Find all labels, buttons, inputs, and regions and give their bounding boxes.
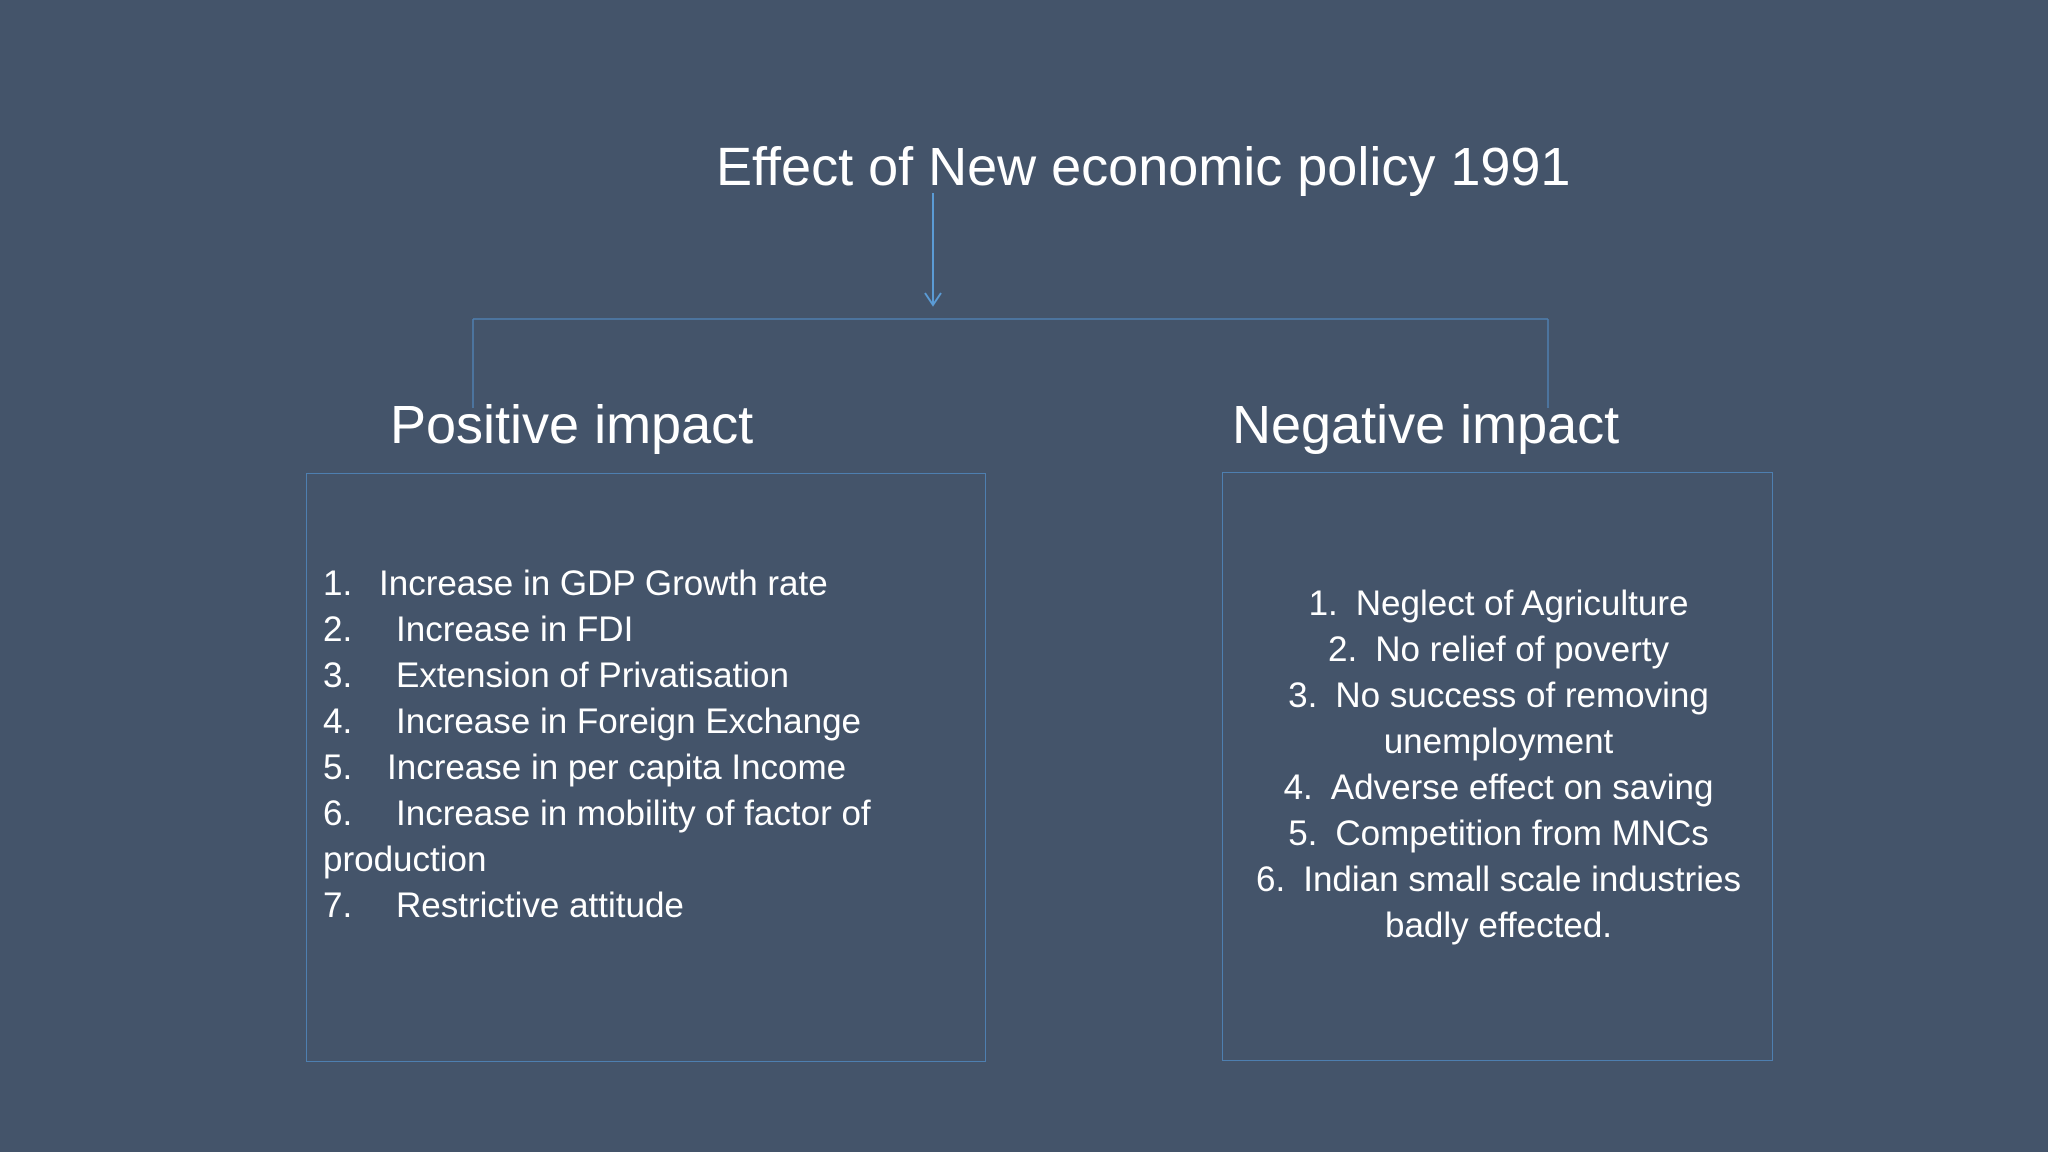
title-arrow-head — [924, 292, 942, 307]
list-item: 5. Competition from MNCs — [1223, 811, 1774, 857]
list-item-text: No relief of poverty — [1375, 630, 1669, 669]
list-item-text: Neglect of Agriculture — [1355, 584, 1689, 623]
list-item-continuation: production — [323, 837, 973, 883]
list-item-number: 2. — [1328, 630, 1358, 669]
list-item-number: 5. — [323, 748, 353, 787]
list-item: 6. Increase in mobility of factor of — [323, 791, 973, 837]
list-item: 3. No success of removing — [1223, 673, 1774, 719]
list-item-text: Indian small scale industries — [1303, 860, 1741, 899]
slide-title: Effect of New economic policy 1991 — [716, 137, 1571, 197]
list-item-number: 5. — [1288, 814, 1318, 853]
positive-impact-list: 1. Increase in GDP Growth rate 2. Increa… — [323, 561, 973, 929]
list-item-text: Extension of Privatisation — [396, 656, 789, 695]
list-item: 4. Adverse effect on saving — [1223, 765, 1774, 811]
list-item-number: 6. — [323, 794, 353, 833]
negative-impact-list: 1. Neglect of Agriculture 2. No relief of … — [1223, 581, 1774, 949]
negative-impact-heading: Negative impact — [1232, 395, 1620, 455]
list-item: 6. Indian small scale industries — [1223, 857, 1774, 903]
list-item: 1. Increase in GDP Growth rate — [323, 561, 973, 607]
list-item-text: Competition from MNCs — [1335, 814, 1709, 853]
list-item-continuation: unemployment — [1223, 719, 1774, 765]
list-item-text: Increase in GDP Growth rate — [379, 564, 828, 603]
positive-impact-box: 1. Increase in GDP Growth rate 2. Increa… — [306, 473, 986, 1062]
list-item-text: production — [323, 840, 487, 879]
list-item-number: 6. — [1256, 860, 1286, 899]
negative-impact-box: 1. Neglect of Agriculture 2. No relief of … — [1222, 472, 1773, 1061]
list-item: 2. No relief of poverty — [1223, 627, 1774, 673]
list-item-text: Increase in Foreign Exchange — [396, 702, 861, 741]
list-item: 3. Extension of Privatisation — [323, 653, 973, 699]
list-item-continuation: badly effected. — [1223, 903, 1774, 949]
list-item-text: Restrictive attitude — [396, 886, 684, 925]
list-item: 4. Increase in Foreign Exchange — [323, 699, 973, 745]
list-item-text: Increase in per capita Income — [387, 748, 847, 787]
positive-impact-heading: Positive impact — [390, 395, 754, 455]
list-item: 2. Increase in FDI — [323, 607, 973, 653]
list-item-number: 7. — [323, 886, 353, 925]
list-item-number: 1. — [323, 564, 353, 603]
list-item-text: No success of removing — [1335, 676, 1709, 715]
list-item: 1. Neglect of Agriculture — [1223, 581, 1774, 627]
list-item: 5. Increase in per capita Income — [323, 745, 973, 791]
list-item-text: Adverse effect on saving — [1330, 768, 1714, 807]
list-item-text: Increase in mobility of factor of — [396, 794, 871, 833]
list-item-text: badly effected. — [1384, 906, 1613, 945]
list-item-number: 4. — [323, 702, 353, 741]
list-item-text: unemployment — [1383, 722, 1614, 761]
list-item-number: 2. — [323, 610, 353, 649]
list-item-number: 3. — [1288, 676, 1318, 715]
list-item-number: 1. — [1308, 584, 1338, 623]
list-item-text: Increase in FDI — [396, 610, 634, 649]
list-item-number: 3. — [323, 656, 353, 695]
list-item: 7. Restrictive attitude — [323, 883, 973, 929]
list-item-number: 4. — [1283, 768, 1313, 807]
